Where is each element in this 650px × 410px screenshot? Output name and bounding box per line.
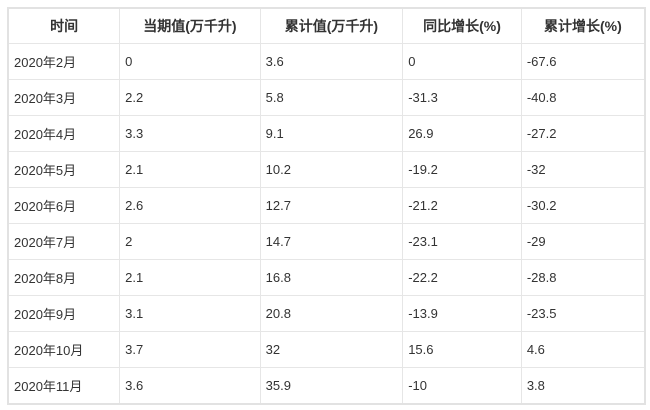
- table-cell: 32: [259, 331, 404, 368]
- table-cell: 0: [402, 43, 522, 80]
- table-cell: 3.3: [119, 115, 261, 152]
- table-row: 2020年9月 3.1 20.8 -13.9 -23.5: [7, 295, 646, 332]
- table-cell: 3.8: [520, 367, 646, 405]
- column-header: 当期值(万千升): [119, 7, 261, 44]
- table-cell: -28.8: [520, 259, 646, 296]
- table-cell: -22.2: [402, 259, 522, 296]
- table-cell: 2.2: [119, 79, 261, 116]
- column-header: 累计值(万千升): [259, 7, 404, 44]
- table-cell: 12.7: [259, 187, 404, 224]
- table-cell: -40.8: [520, 79, 646, 116]
- table-cell: 2: [119, 223, 261, 260]
- table-cell: 2020年7月: [7, 223, 121, 260]
- table-cell: 2020年2月: [7, 43, 121, 80]
- table-cell: 3.7: [119, 331, 261, 368]
- table-cell: 0: [119, 43, 261, 80]
- table-row: 2020年4月 3.3 9.1 26.9 -27.2: [7, 115, 646, 152]
- column-header: 时间: [7, 7, 121, 44]
- table-cell: 3.6: [259, 43, 404, 80]
- table-row: 2020年11月 3.6 35.9 -10 3.8: [7, 367, 646, 405]
- table-cell: 14.7: [259, 223, 404, 260]
- table-cell: 4.6: [520, 331, 646, 368]
- header-row: 时间 当期值(万千升) 累计值(万千升) 同比增长(%) 累计增长(%): [7, 7, 646, 44]
- table-cell: 3.6: [119, 367, 261, 405]
- table-row: 2020年2月 0 3.6 0 -67.6: [7, 43, 646, 80]
- table-row: 2020年8月 2.1 16.8 -22.2 -28.8: [7, 259, 646, 296]
- table-cell: -29: [520, 223, 646, 260]
- table-cell: -10: [402, 367, 522, 405]
- column-header: 同比增长(%): [402, 7, 522, 44]
- table-cell: -23.5: [520, 295, 646, 332]
- table-cell: 2020年3月: [7, 79, 121, 116]
- table-row: 2020年5月 2.1 10.2 -19.2 -32: [7, 151, 646, 188]
- table-cell: 2020年4月: [7, 115, 121, 152]
- table-cell: 2.1: [119, 151, 261, 188]
- table-cell: -32: [520, 151, 646, 188]
- column-header: 累计增长(%): [520, 7, 646, 44]
- table-cell: 20.8: [259, 295, 404, 332]
- table-cell: 2020年5月: [7, 151, 121, 188]
- table-cell: 16.8: [259, 259, 404, 296]
- table-cell: 2020年9月: [7, 295, 121, 332]
- table-cell: -19.2: [402, 151, 522, 188]
- table-cell: -67.6: [520, 43, 646, 80]
- table-cell: 2.1: [119, 259, 261, 296]
- table-cell: 2020年10月: [7, 331, 121, 368]
- table-row: 2020年7月 2 14.7 -23.1 -29: [7, 223, 646, 260]
- table-cell: -23.1: [402, 223, 522, 260]
- table-row: 2020年3月 2.2 5.8 -31.3 -40.8: [7, 79, 646, 116]
- table-cell: 15.6: [402, 331, 522, 368]
- table-cell: -21.2: [402, 187, 522, 224]
- table-cell: 2020年11月: [7, 367, 121, 405]
- table-cell: -31.3: [402, 79, 522, 116]
- table-cell: 5.8: [259, 79, 404, 116]
- table-cell: 35.9: [259, 367, 404, 405]
- table-cell: 3.1: [119, 295, 261, 332]
- table-cell: 10.2: [259, 151, 404, 188]
- table-cell: 2020年8月: [7, 259, 121, 296]
- table-cell: 9.1: [259, 115, 404, 152]
- table-cell: 2020年6月: [7, 187, 121, 224]
- table-cell: -27.2: [520, 115, 646, 152]
- table-cell: -13.9: [402, 295, 522, 332]
- table-cell: 2.6: [119, 187, 261, 224]
- table-cell: -30.2: [520, 187, 646, 224]
- data-table: 时间 当期值(万千升) 累计值(万千升) 同比增长(%) 累计增长(%) 2020年2月…: [7, 7, 646, 405]
- table-row: 2020年10月 3.7 32 15.6 4.6: [7, 331, 646, 368]
- table-cell: 26.9: [402, 115, 522, 152]
- table-row: 2020年6月 2.6 12.7 -21.2 -30.2: [7, 187, 646, 224]
